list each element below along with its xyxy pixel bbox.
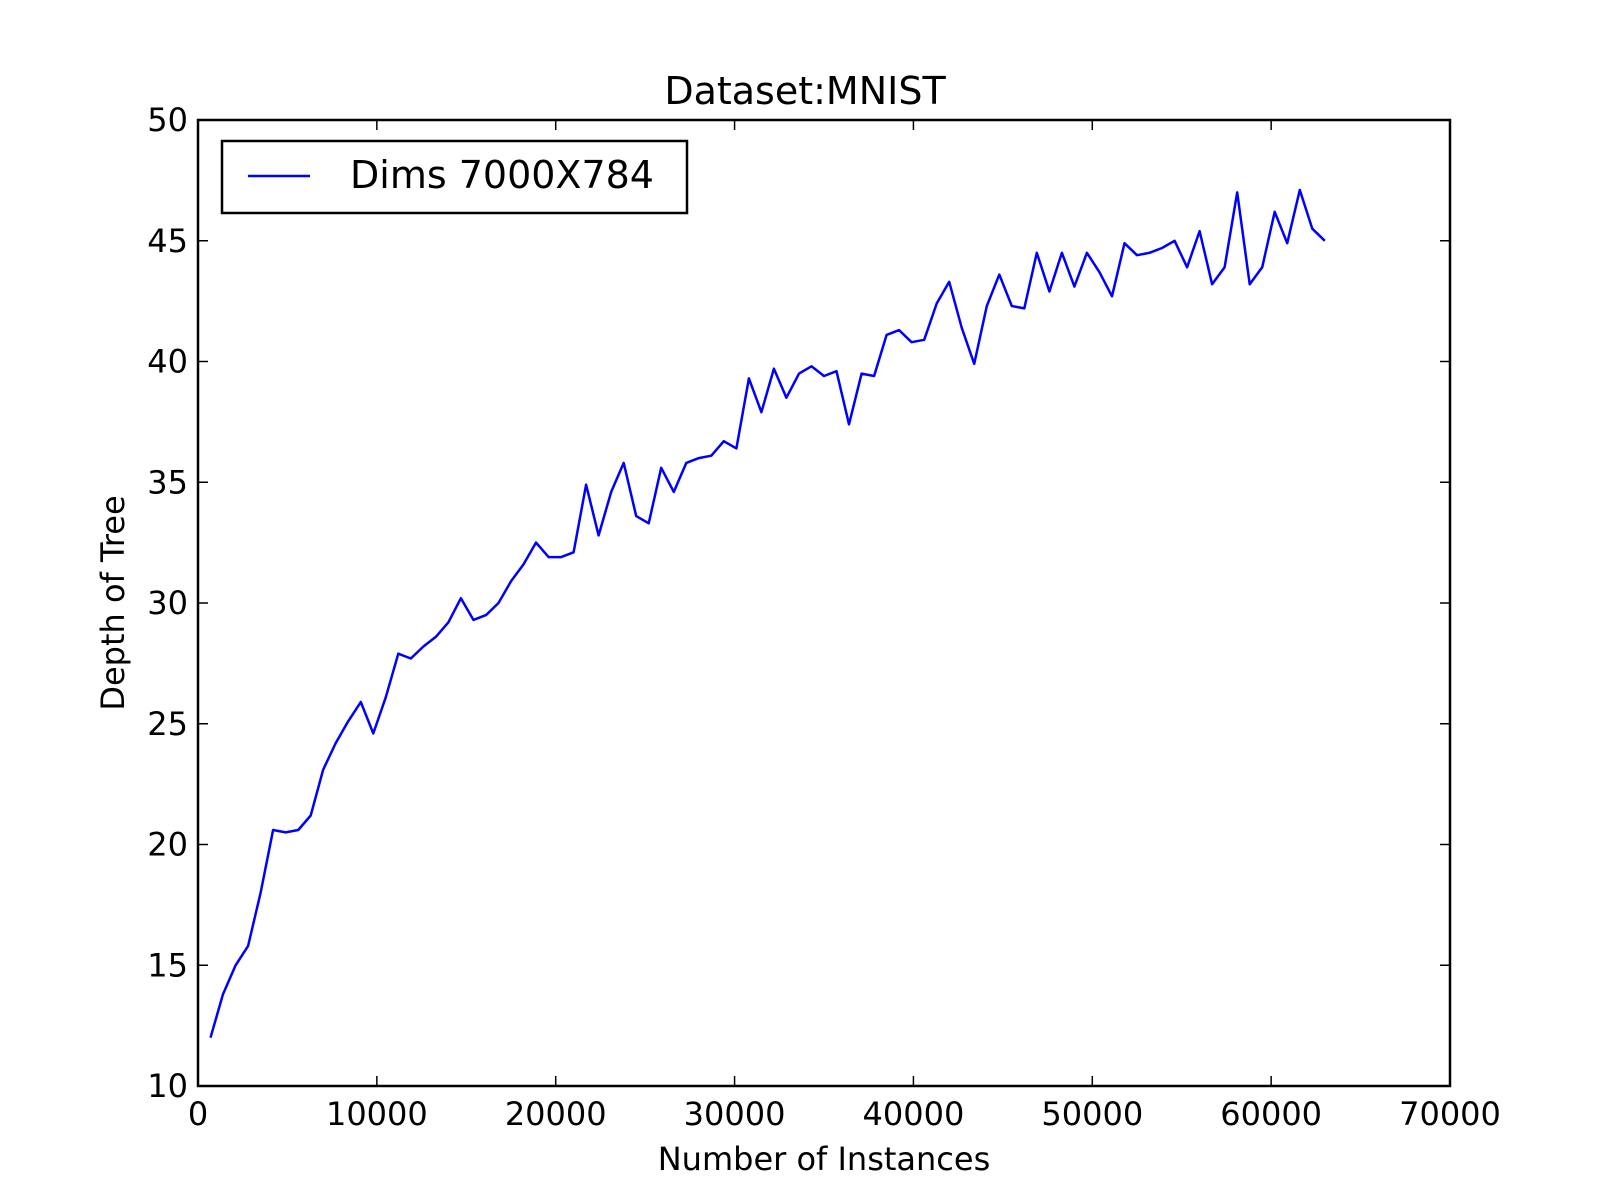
y-tick-label: 20 (147, 826, 188, 864)
y-tick-label: 30 (147, 584, 188, 622)
x-tick-label: 50000 (1041, 1095, 1143, 1133)
y-tick-label: 50 (147, 101, 188, 139)
x-tick-label: 40000 (863, 1095, 965, 1133)
series-line (209, 188, 1326, 1039)
x-tick-label: 60000 (1220, 1095, 1322, 1133)
legend: Dims 7000X784 (220, 139, 689, 215)
x-tick-label: 0 (188, 1095, 208, 1133)
x-tick-label: 10000 (326, 1095, 428, 1133)
x-axis-label: Number of Instances (658, 1140, 991, 1178)
y-tick-label: 45 (147, 222, 188, 260)
x-tick-label: 70000 (1399, 1095, 1501, 1133)
y-tick-label: 35 (147, 463, 188, 501)
x-tick-label: 30000 (684, 1095, 786, 1133)
y-tick-label: 40 (147, 343, 188, 381)
plot-frame (196, 118, 1452, 1088)
y-axis-label: Depth of Tree (94, 495, 132, 710)
axis-tick-labels: 0 10000 20000 30000 40000 50000 60000 70000 10 15… (147, 101, 1501, 1133)
y-tick-label: 15 (147, 946, 188, 984)
y-tick-label: 10 (147, 1067, 188, 1105)
legend-label: Dims 7000X784 (350, 153, 654, 197)
y-tick-label: 25 (147, 705, 188, 743)
chart-title: Dataset:MNIST (664, 69, 946, 113)
x-tick-label: 20000 (505, 1095, 607, 1133)
